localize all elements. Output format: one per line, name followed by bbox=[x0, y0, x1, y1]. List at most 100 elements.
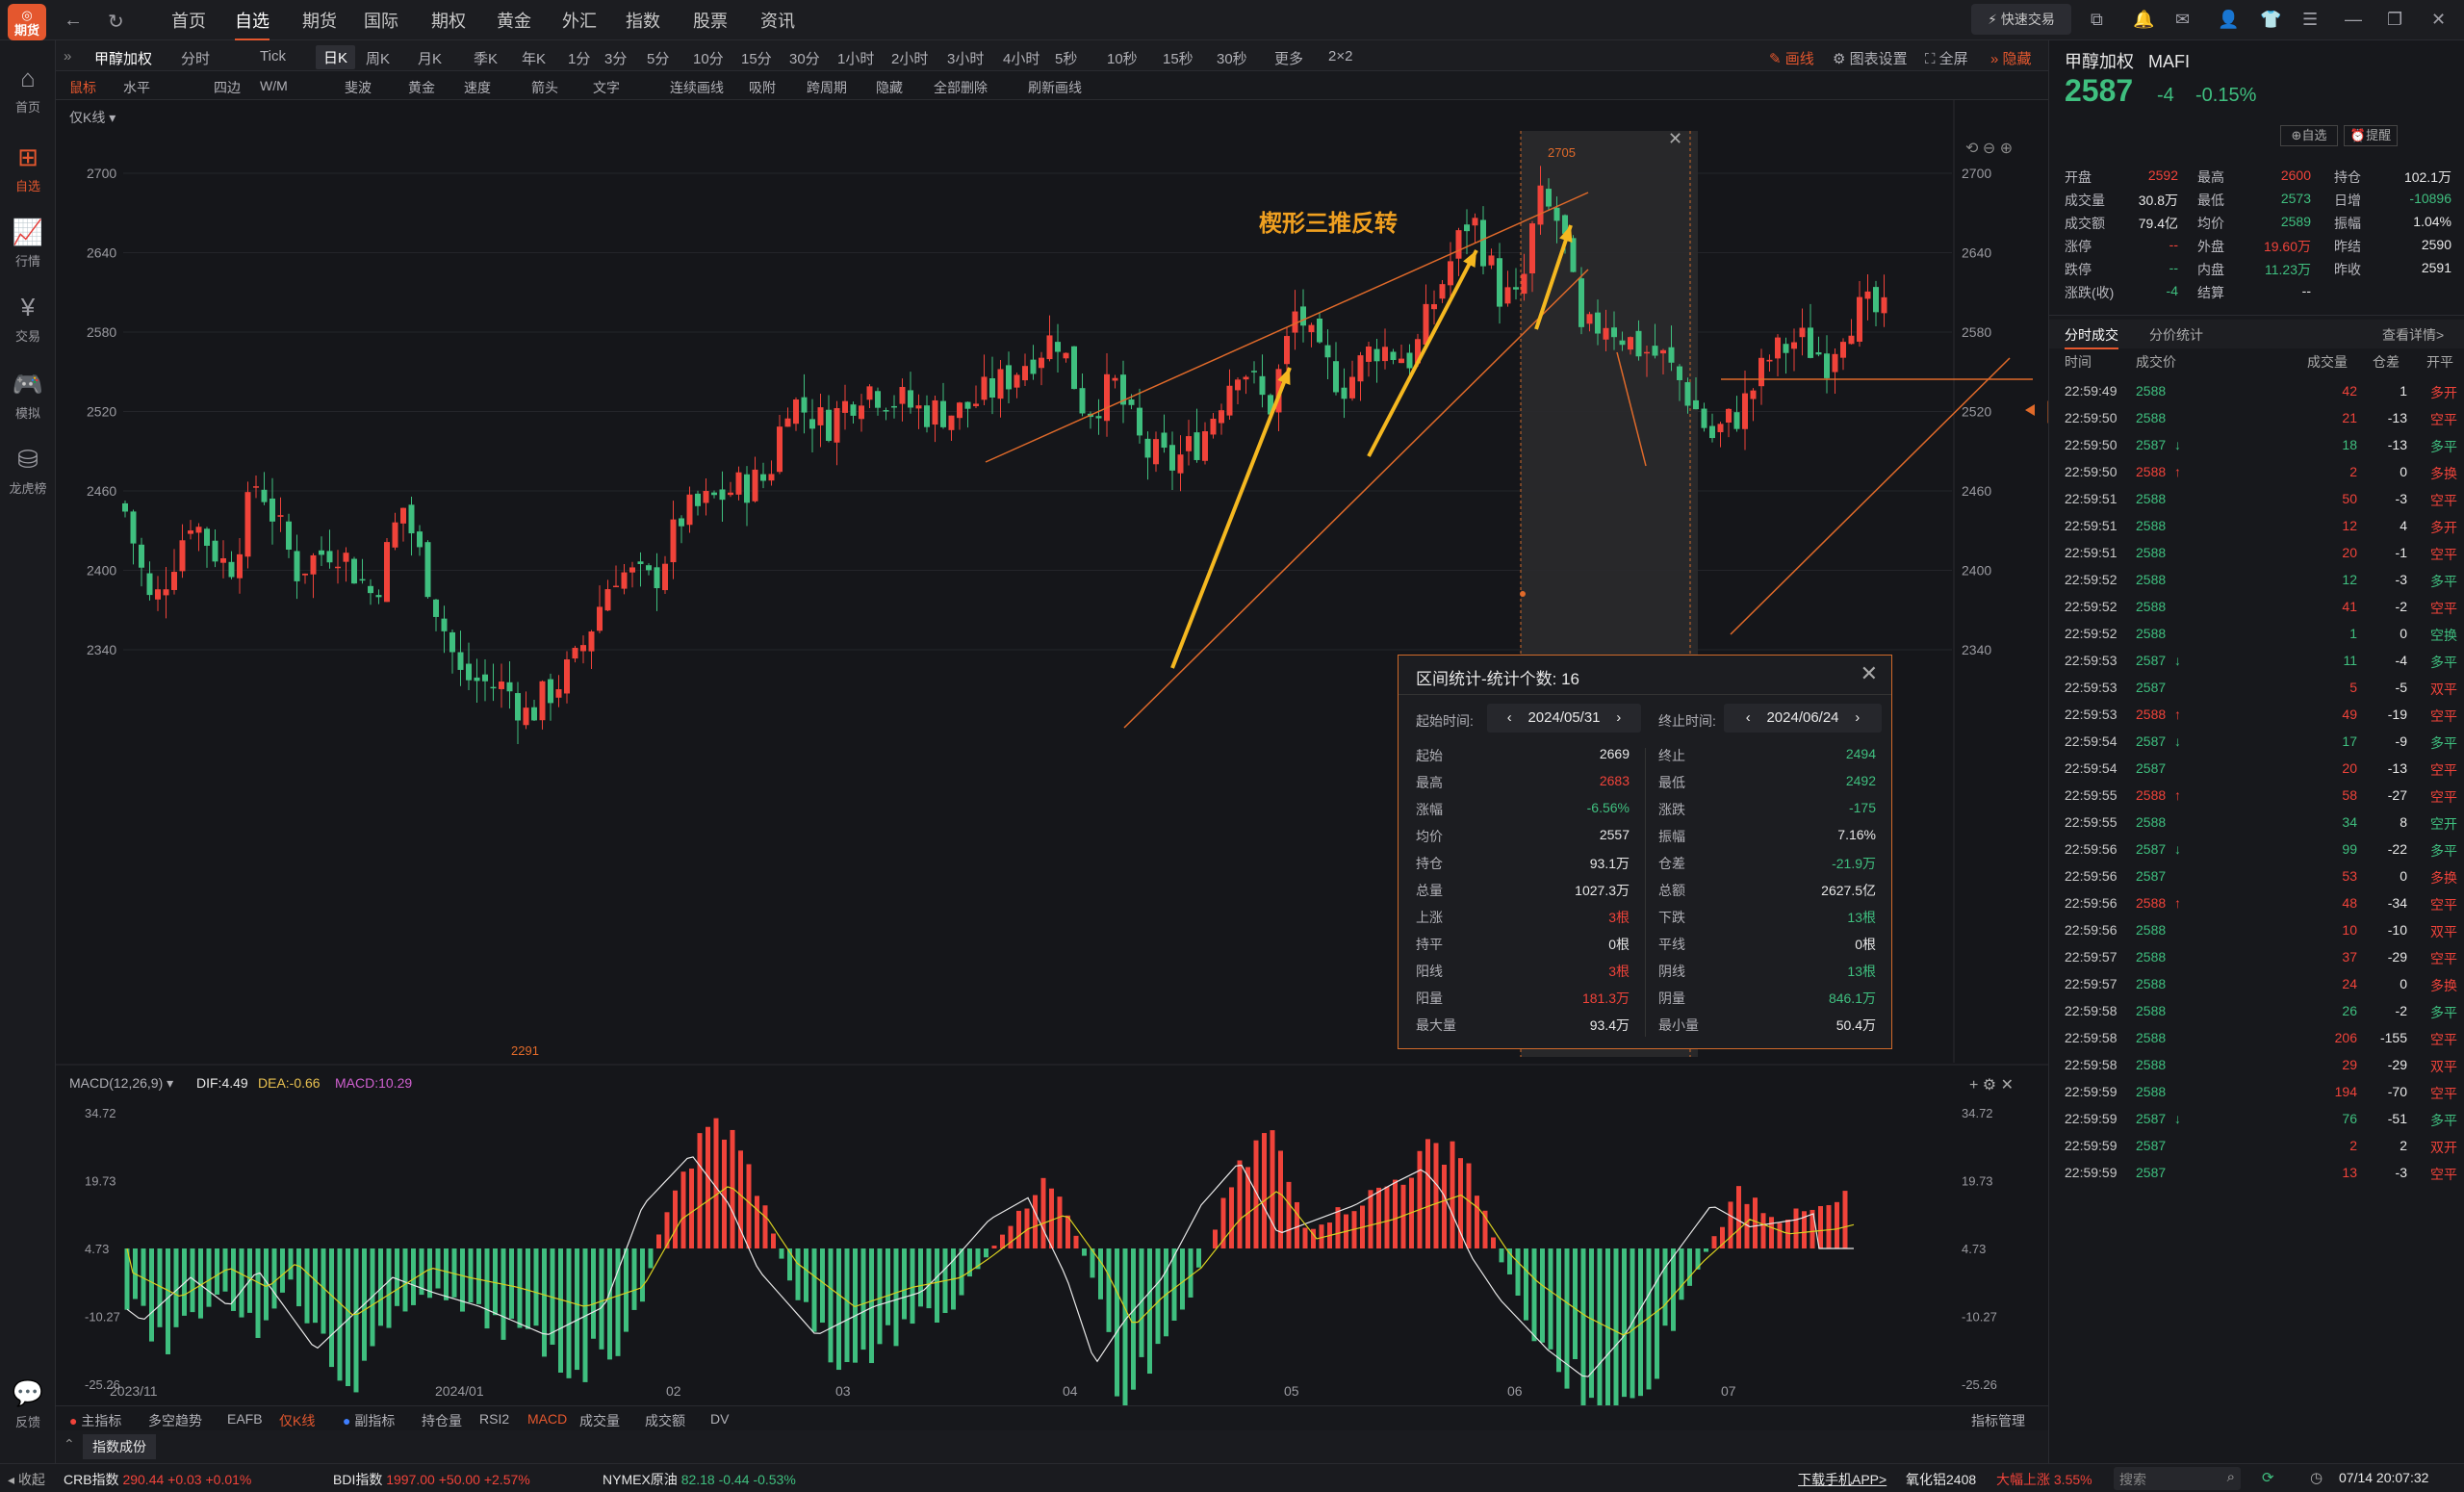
period-item[interactable]: 5分 bbox=[647, 51, 670, 67]
left-nav-item[interactable]: ⌂ 首页 bbox=[0, 64, 56, 116]
draw-tool[interactable]: 跨周期 bbox=[807, 80, 847, 95]
indicator-item[interactable]: ● 主指标 bbox=[69, 1413, 122, 1428]
draw-tool[interactable]: 速度 bbox=[464, 80, 491, 95]
draw-tool[interactable]: 全部删除 bbox=[934, 80, 988, 95]
period-item[interactable]: 15分 bbox=[741, 51, 772, 67]
period-item[interactable]: 1分 bbox=[568, 51, 591, 67]
back-icon[interactable]: ← bbox=[64, 10, 83, 31]
mail-icon[interactable]: ✉ bbox=[2175, 10, 2191, 29]
period-item[interactable]: 4小时 bbox=[1003, 51, 1040, 67]
indicator-item[interactable]: 多空趋势 bbox=[148, 1413, 202, 1428]
draw-line-button[interactable]: ✎ 画线 bbox=[1769, 51, 1814, 67]
left-nav-item[interactable]: 🎮 模拟 bbox=[0, 370, 56, 422]
quick-trade-button[interactable]: ⚡ 快速交易 bbox=[1971, 4, 2071, 35]
stats-close-icon[interactable]: ✕ bbox=[1860, 661, 1878, 685]
draw-tool[interactable]: 连续画线 bbox=[670, 80, 724, 95]
draw-tool[interactable]: 隐藏 bbox=[876, 80, 903, 95]
top-tab[interactable]: 期权 bbox=[431, 12, 466, 31]
search-input[interactable]: 搜索 ⌕ bbox=[2114, 1467, 2241, 1490]
refresh-icon[interactable]: ↻ bbox=[108, 12, 124, 33]
top-tab[interactable]: 首页 bbox=[171, 12, 206, 31]
period-item[interactable]: 3小时 bbox=[947, 51, 985, 67]
period-item[interactable]: 15秒 bbox=[1163, 51, 1194, 67]
collapse-up-icon[interactable]: ⌃ bbox=[64, 1436, 75, 1452]
indicator-item[interactable]: MACD bbox=[527, 1411, 568, 1427]
top-tab[interactable]: 国际 bbox=[364, 12, 398, 31]
draw-tool[interactable]: 箭头 bbox=[531, 80, 558, 95]
news-symbol[interactable]: 氧化铝2408 bbox=[1906, 1472, 1977, 1487]
top-tab[interactable]: 股票 bbox=[693, 12, 728, 31]
left-nav-item[interactable]: ⛁ 龙虎榜 bbox=[0, 445, 56, 497]
tab-tick-trades[interactable]: 分时成交 bbox=[2065, 325, 2118, 349]
period-item[interactable]: 月K bbox=[418, 51, 443, 67]
index-components-tab[interactable]: 指数成份 bbox=[83, 1434, 156, 1459]
fullscreen-button[interactable]: ⛶ 全屏 bbox=[1925, 51, 1968, 67]
period-item[interactable]: 2小时 bbox=[891, 51, 929, 67]
window-icon[interactable]: ⧉ bbox=[2091, 10, 2103, 29]
left-nav-item[interactable]: ⊞ 自选 bbox=[0, 142, 56, 194]
draw-tool[interactable]: 黄金 bbox=[408, 80, 435, 95]
ticker-item[interactable]: CRB指数 290.44 +0.03 +0.01% bbox=[64, 1472, 252, 1487]
start-date-picker[interactable]: ‹ 2024/05/31 › bbox=[1487, 704, 1641, 733]
period-item[interactable]: 日K bbox=[316, 45, 356, 69]
period-item[interactable]: 5秒 bbox=[1055, 51, 1078, 67]
period-item[interactable]: 1小时 bbox=[837, 51, 875, 67]
user-icon[interactable]: 👤 bbox=[2218, 10, 2240, 29]
period-item[interactable]: 2×2 bbox=[1328, 48, 1353, 64]
indicator-item[interactable]: 成交额 bbox=[645, 1413, 685, 1428]
download-app-link[interactable]: 下载手机APP> bbox=[1798, 1472, 1887, 1487]
indicator-item[interactable]: EAFB bbox=[227, 1411, 263, 1427]
draw-tool[interactable]: 鼠标 bbox=[69, 80, 96, 95]
tab-price-stats[interactable]: 分价统计 bbox=[2149, 327, 2203, 343]
period-item[interactable]: 季K bbox=[474, 51, 499, 67]
collapse-bottom-button[interactable]: ◂ 收起 bbox=[8, 1472, 45, 1487]
add-watchlist-button[interactable]: ⊕自选 bbox=[2280, 125, 2338, 146]
period-item[interactable]: 3分 bbox=[604, 51, 628, 67]
left-nav-item[interactable]: ¥ 交易 bbox=[0, 293, 56, 345]
link-icon[interactable]: ⟳ bbox=[2262, 1470, 2274, 1486]
draw-tool[interactable]: 水平 bbox=[123, 80, 150, 95]
view-details-link[interactable]: 查看详情> bbox=[2382, 327, 2445, 343]
indicator-item[interactable]: RSI2 bbox=[479, 1411, 510, 1427]
chart-mode-select[interactable]: 仅K线 ▾ bbox=[69, 110, 116, 125]
indicator-management-button[interactable]: 指标管理 bbox=[1971, 1413, 2025, 1428]
draw-tool[interactable]: 刷新画线 bbox=[1028, 80, 1082, 95]
top-tab[interactable]: 黄金 bbox=[497, 12, 531, 31]
skin-icon[interactable]: 👕 bbox=[2260, 10, 2282, 29]
top-tab[interactable]: 资讯 bbox=[760, 12, 795, 31]
symbol-label[interactable]: 甲醇加权 bbox=[94, 51, 153, 67]
ticker-item[interactable]: BDI指数 1997.00 +50.00 +2.57% bbox=[333, 1472, 530, 1487]
alert-button[interactable]: ⏰提醒 bbox=[2344, 125, 2398, 146]
indicator-item[interactable]: DV bbox=[710, 1411, 730, 1427]
zoom-tools[interactable]: ⟲ ⊖ ⊕ bbox=[1965, 141, 2014, 157]
period-item[interactable]: 30分 bbox=[789, 51, 820, 67]
chart-settings-button[interactable]: ⚙ 图表设置 bbox=[1833, 51, 1908, 67]
left-nav-item[interactable]: 📈 行情 bbox=[0, 218, 56, 270]
indicator-item[interactable]: 持仓量 bbox=[422, 1413, 462, 1428]
period-item[interactable]: 年K bbox=[522, 51, 547, 67]
indicator-item[interactable]: 仅K线 bbox=[279, 1413, 316, 1428]
indicator-item[interactable]: 成交量 bbox=[579, 1413, 620, 1428]
draw-tool[interactable]: W/M bbox=[260, 78, 288, 93]
period-item[interactable]: 10秒 bbox=[1107, 51, 1138, 67]
top-tab[interactable]: 指数 bbox=[626, 12, 660, 31]
period-item[interactable]: Tick bbox=[260, 48, 286, 64]
minimize-icon[interactable]: — bbox=[2345, 10, 2362, 29]
period-item[interactable]: 10分 bbox=[693, 51, 724, 67]
period-item[interactable]: 分时 bbox=[181, 51, 211, 67]
news-text[interactable]: 大幅上涨 3.55% bbox=[1996, 1472, 2092, 1487]
ticker-item[interactable]: NYMEX原油 82.18 -0.44 -0.53% bbox=[603, 1472, 796, 1487]
app-logo[interactable]: ◎ 期货 bbox=[8, 4, 46, 40]
draw-tool[interactable]: 斐波 bbox=[345, 80, 372, 95]
top-tab[interactable]: 外汇 bbox=[562, 12, 597, 31]
end-date-picker[interactable]: ‹ 2024/06/24 › bbox=[1724, 704, 1882, 733]
draw-tool[interactable]: 四边 bbox=[214, 80, 241, 95]
collapse-icon[interactable]: » bbox=[64, 48, 72, 64]
period-item[interactable]: 更多 bbox=[1274, 51, 1304, 67]
period-item[interactable]: 周K bbox=[366, 51, 391, 67]
draw-tool[interactable]: 文字 bbox=[593, 80, 620, 95]
menu-icon[interactable]: ☰ bbox=[2302, 10, 2319, 29]
period-item[interactable]: 30秒 bbox=[1217, 51, 1247, 67]
top-tab[interactable]: 期货 bbox=[302, 12, 337, 31]
pattern-annotation[interactable]: 楔形三推反转 bbox=[1259, 211, 1398, 237]
